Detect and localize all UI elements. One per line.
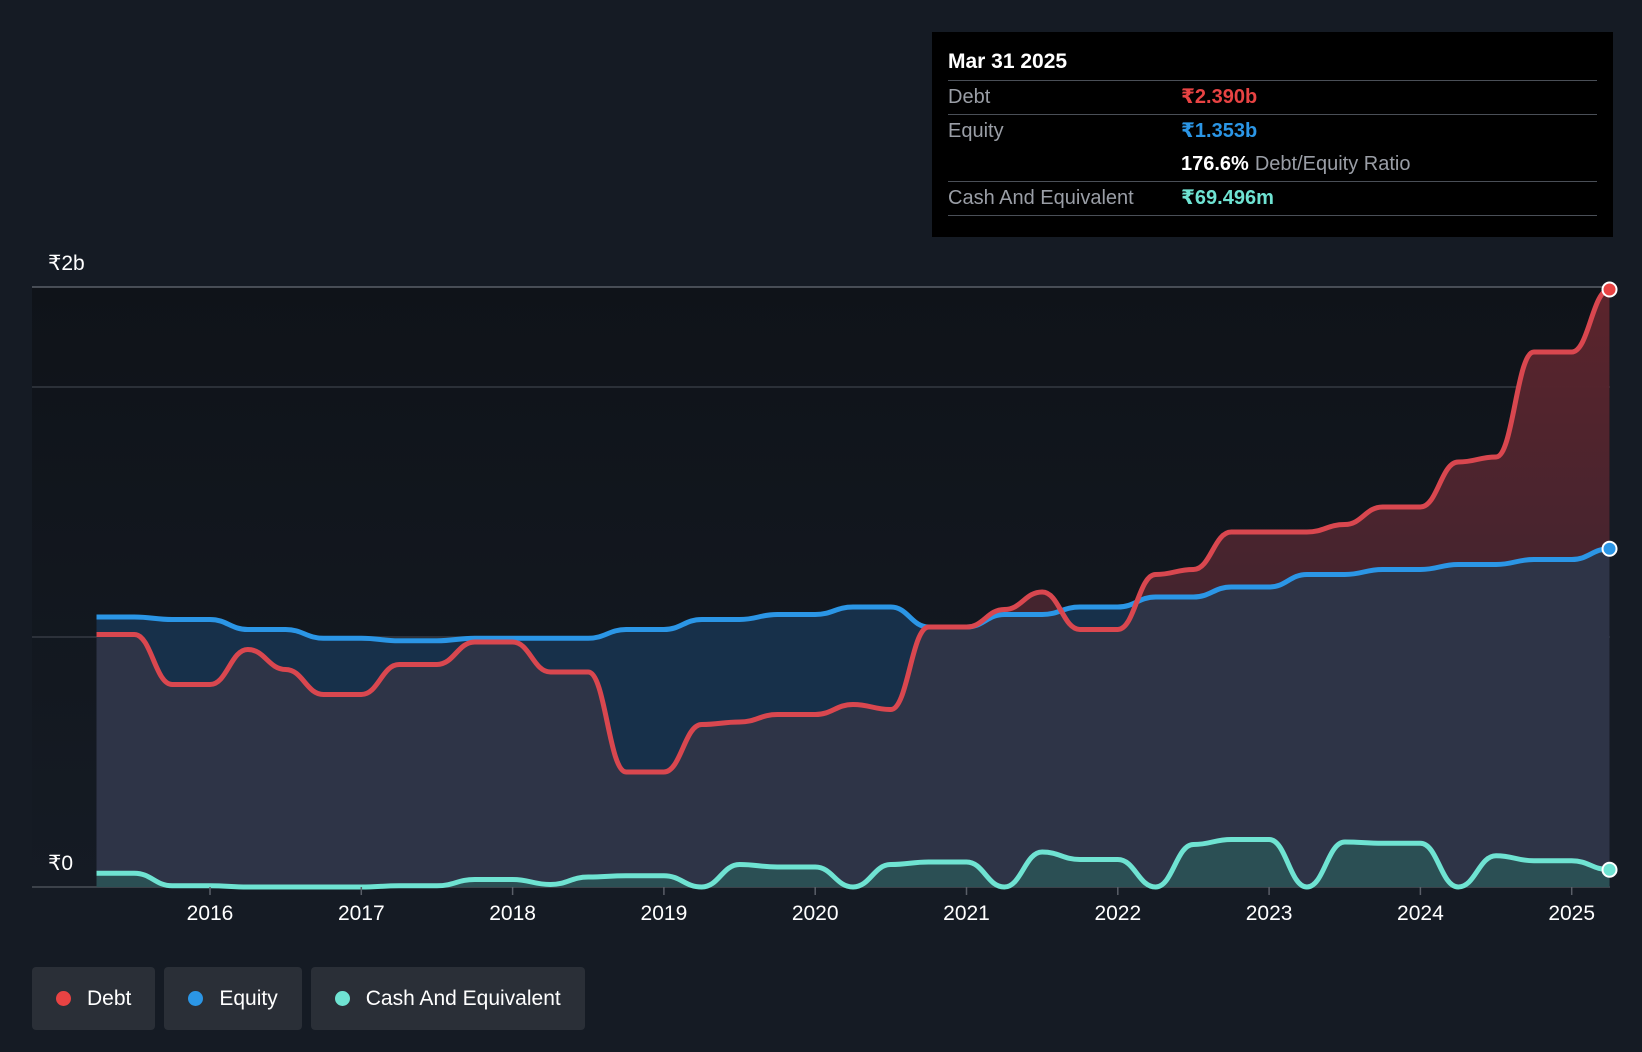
legend-item-equity[interactable]: Equity (164, 967, 302, 1030)
chart-legend: Debt Equity Cash And Equivalent (32, 967, 585, 1030)
tooltip-cash-row: Cash And Equivalent ₹69.496m (948, 182, 1597, 216)
y-tick-label: ₹0 (48, 852, 73, 875)
tooltip-ratio-value: 176.6% (1181, 153, 1249, 175)
tooltip-debt-label: Debt (948, 86, 991, 108)
tooltip-ratio-label: Debt/Equity Ratio (1254, 153, 1411, 175)
data-tooltip: Mar 31 2025 Debt ₹2.390b Equity ₹1.353b … (932, 32, 1613, 237)
debt-end-marker (1601, 281, 1618, 298)
area-fills (96, 289, 1610, 887)
x-tick-label: 2016 (187, 902, 234, 925)
tooltip-date: Mar 31 2025 (948, 46, 1597, 81)
cash-line (96, 836, 1610, 890)
x-tick-label: 2018 (489, 902, 536, 925)
tooltip-cash-value: ₹69.496m (1181, 187, 1274, 209)
legend-dot-equity-icon (188, 991, 204, 1006)
cash-area (96, 839, 1610, 887)
x-tick-label: 2019 (641, 902, 688, 925)
y-tick-label: ₹2b (48, 252, 85, 275)
legend-label-equity: Equity (219, 986, 278, 1010)
equity-end-marker (1601, 540, 1618, 557)
tooltip-debt-row: Debt ₹2.390b (948, 81, 1597, 115)
tooltip-equity-row: Equity ₹1.353b (948, 115, 1597, 148)
legend-item-debt[interactable]: Debt (32, 967, 156, 1030)
legend-dot-cash-icon (334, 991, 350, 1006)
legend-item-cash[interactable]: Cash And Equivalent (310, 967, 585, 1030)
x-tick-label: 2023 (1246, 902, 1293, 925)
x-tick-label: 2022 (1094, 902, 1141, 925)
tooltip-debt-value: ₹2.390b (1181, 86, 1258, 108)
tooltip-equity-label: Equity (948, 120, 1004, 142)
legend-label-cash: Cash And Equivalent (365, 986, 561, 1010)
tooltip-cash-label: Cash And Equivalent (948, 187, 1134, 209)
x-tick-label: 2024 (1397, 902, 1444, 925)
debt-line (96, 287, 1611, 775)
cash-end-marker (1601, 861, 1618, 878)
tooltip-equity-value: ₹1.353b (1181, 120, 1258, 142)
x-tick-label: 2020 (792, 902, 839, 925)
equity-line (96, 546, 1610, 644)
end-markers (1601, 281, 1618, 878)
legend-dot-debt-icon (56, 991, 71, 1006)
tooltip-ratio-spacer (948, 148, 1181, 181)
x-tick-label: 2021 (943, 902, 990, 925)
series-lines (96, 287, 1611, 890)
tooltip-ratio-row: 176.6% Debt/Equity Ratio (948, 148, 1597, 182)
x-axis-ticks: 2016 2017 2018 2019 2020 2021 2022 2023 2024 2025 (187, 887, 1595, 925)
x-tick-label: 2025 (1548, 902, 1595, 925)
x-tick-label: 2017 (338, 902, 385, 925)
legend-label-debt: Debt (87, 986, 132, 1010)
equity-area-base (96, 548, 1610, 887)
y-axis-labels: ₹2b ₹0 (48, 252, 85, 875)
